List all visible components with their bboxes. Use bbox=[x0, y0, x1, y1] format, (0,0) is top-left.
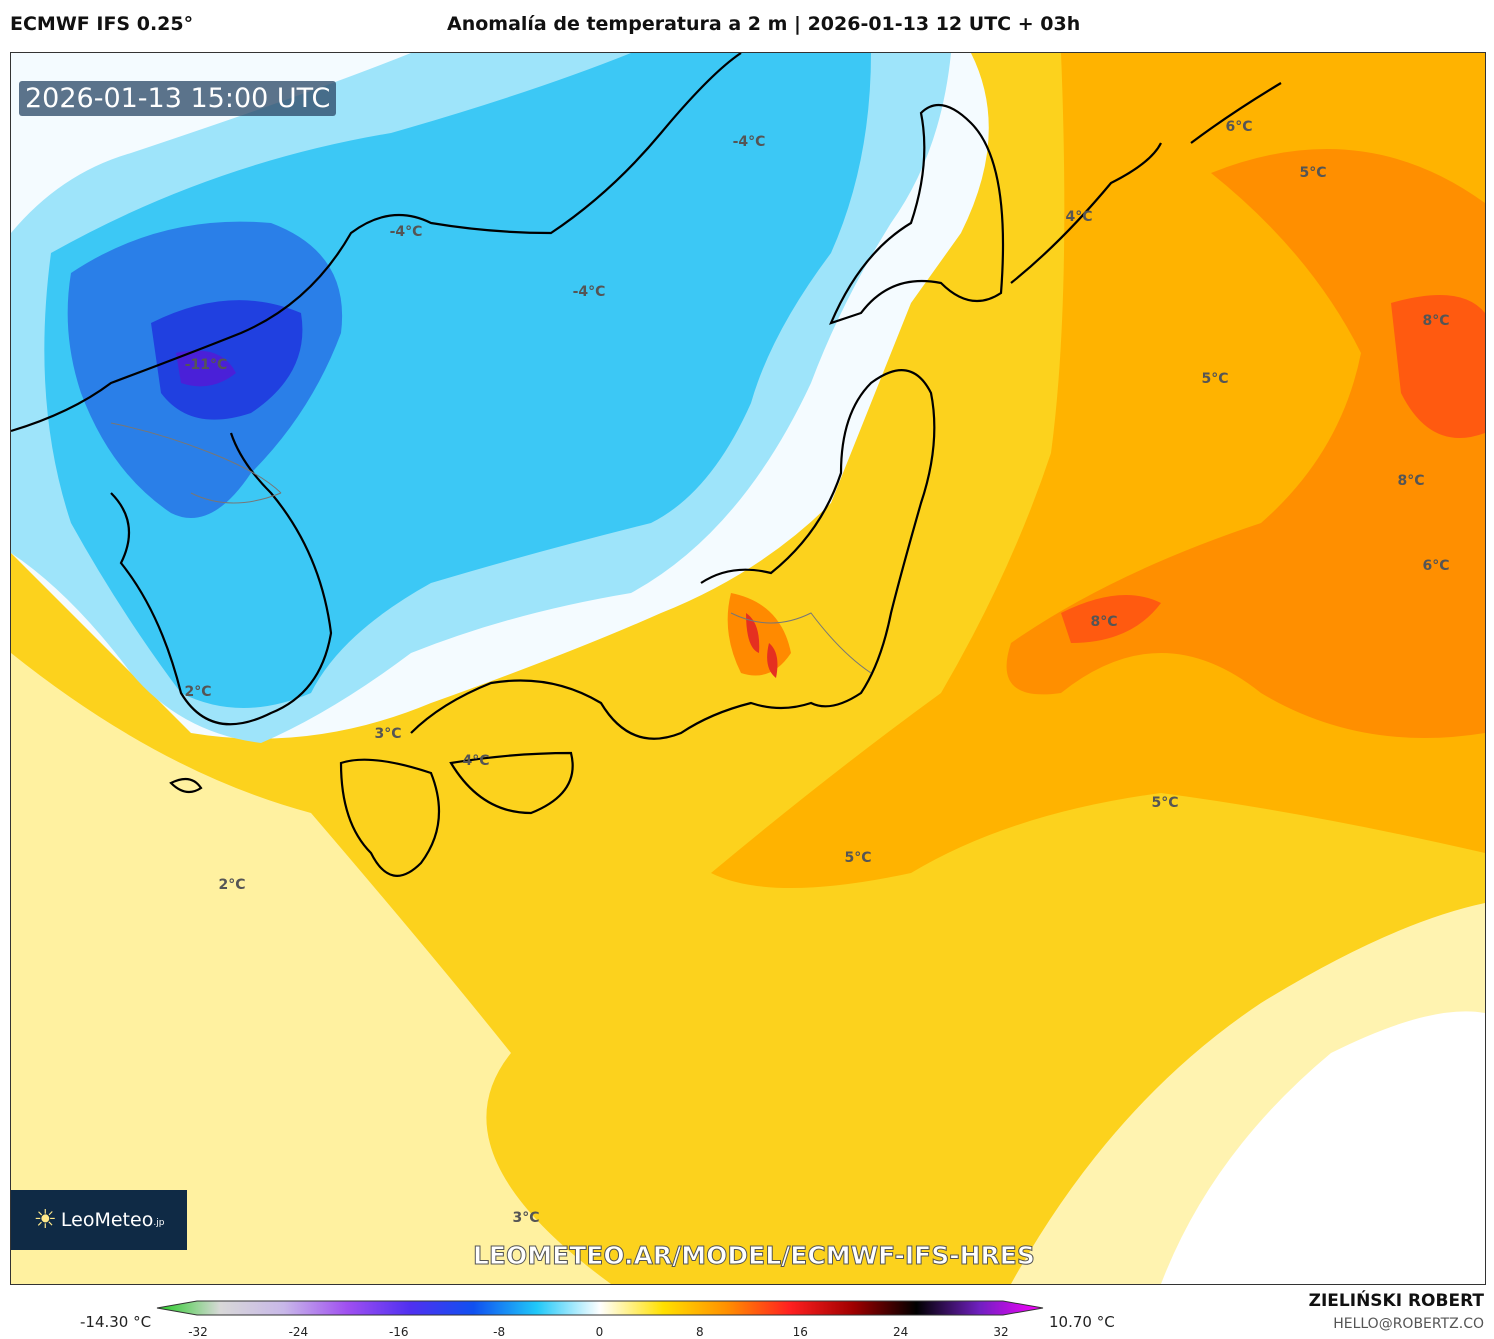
cyan-region bbox=[44, 53, 872, 708]
map-title: Anomalía de temperatura a 2 m | 2026-01-… bbox=[447, 13, 1081, 35]
leometeo-logo[interactable]: ☀ LeoMeteo .jp bbox=[11, 1190, 187, 1250]
author-name: ZIELIŃSKI ROBERT bbox=[1308, 1291, 1484, 1311]
admin-borders bbox=[110, 422, 872, 674]
colorbar bbox=[156, 1300, 1044, 1316]
contour-label: 5°C bbox=[844, 850, 872, 866]
contour-label: 6°C bbox=[1422, 558, 1450, 574]
logo-text: LeoMeteo bbox=[60, 1209, 154, 1231]
model-name: ECMWF IFS 0.25° bbox=[10, 13, 194, 35]
japan-warm-patch bbox=[727, 593, 791, 676]
contour-label: -4°C bbox=[732, 134, 766, 150]
contour-label: 4°C bbox=[1065, 209, 1093, 225]
contour-label: 8°C bbox=[1397, 473, 1425, 489]
colorbar-tick: 32 bbox=[993, 1325, 1009, 1339]
colorbar-tick: 0 bbox=[595, 1325, 604, 1339]
contour-label: 2°C bbox=[184, 684, 212, 700]
colorbar-max-label: 10.70 °C bbox=[1049, 1313, 1115, 1331]
contour-label: 8°C bbox=[1090, 614, 1118, 630]
colorbar-tick: -16 bbox=[388, 1325, 409, 1339]
colorbar-min-label: -14.30 °C bbox=[80, 1313, 152, 1331]
colorbar-tick: -32 bbox=[188, 1325, 208, 1339]
contour-label: -4°C bbox=[572, 284, 606, 300]
contour-label: 4°C bbox=[462, 753, 490, 769]
source-url[interactable]: LEOMETEO.AR/MODEL/ECMWF-IFS-HRES bbox=[473, 1241, 1036, 1271]
contour-label: 6°C bbox=[1225, 119, 1253, 135]
coastlines bbox=[11, 53, 1282, 877]
colorbar-tick: -8 bbox=[493, 1325, 506, 1339]
purple-core bbox=[176, 350, 236, 387]
deep-orange-region bbox=[1006, 149, 1485, 738]
contour-label: 3°C bbox=[374, 726, 402, 742]
contour-label: 5°C bbox=[1151, 795, 1179, 811]
temperature-anomaly-map: 2026-01-13 15:00 UTC -4°C -4°C -4°C -11°C 2°… bbox=[10, 52, 1486, 1285]
colorbar-tick: -24 bbox=[288, 1325, 309, 1339]
contour-label: 5°C bbox=[1299, 165, 1327, 181]
japan-red-patch bbox=[746, 613, 778, 678]
logo-suffix: .jp bbox=[153, 1218, 165, 1228]
colorbar-tick: 8 bbox=[696, 1325, 704, 1339]
colorbar-tick: 24 bbox=[892, 1325, 909, 1339]
contour-label: -11°C bbox=[184, 357, 228, 373]
colorbar-tick: 16 bbox=[792, 1325, 808, 1339]
contour-label: -4°C bbox=[389, 224, 423, 240]
white-region-se bbox=[1161, 1011, 1485, 1284]
sun-icon: ☀ bbox=[33, 1205, 57, 1235]
anomaly-field bbox=[11, 53, 1485, 1284]
contour-label: 3°C bbox=[512, 1210, 540, 1226]
author-email[interactable]: HELLO@ROBERTZ.CO bbox=[1333, 1316, 1484, 1332]
pale-yellow-region bbox=[11, 653, 611, 1284]
contour-label: 5°C bbox=[1201, 371, 1229, 387]
red-orange-region bbox=[1061, 295, 1485, 643]
contour-label: 2°C bbox=[218, 877, 246, 893]
dark-blue-region bbox=[151, 300, 303, 420]
contour-label: 8°C bbox=[1422, 313, 1450, 329]
valid-time-label: 2026-01-13 15:00 UTC bbox=[19, 81, 337, 116]
